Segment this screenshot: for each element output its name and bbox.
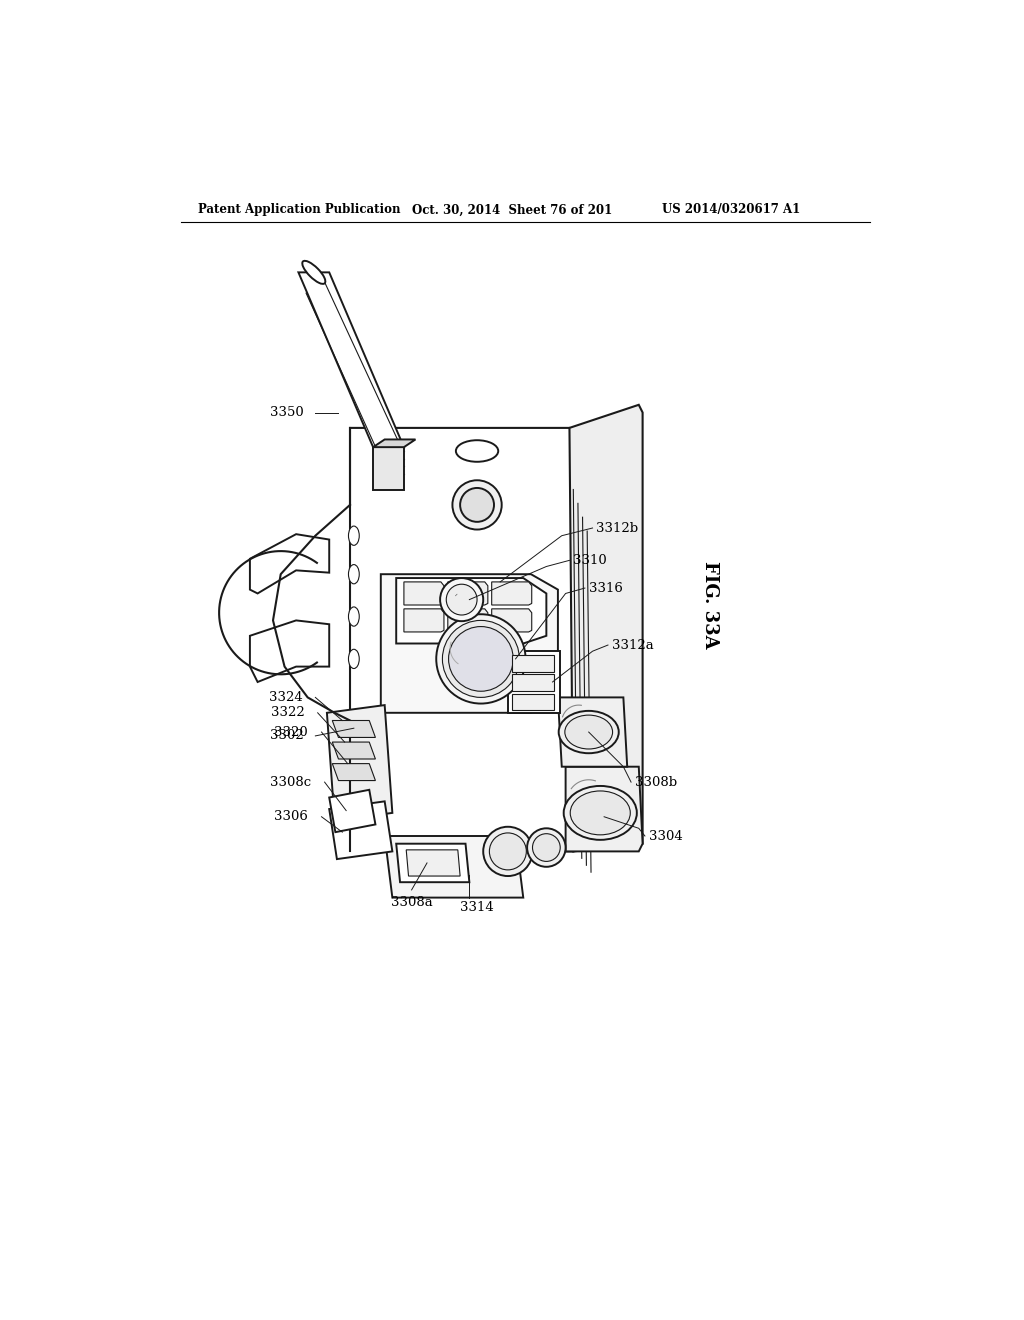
Circle shape <box>449 627 513 692</box>
Polygon shape <box>512 693 554 710</box>
Circle shape <box>446 585 477 615</box>
Polygon shape <box>385 836 523 898</box>
Ellipse shape <box>348 565 359 583</box>
Text: FIG. 33A: FIG. 33A <box>701 561 720 649</box>
Text: 3314: 3314 <box>460 902 494 915</box>
Polygon shape <box>403 609 444 632</box>
Circle shape <box>440 578 483 622</box>
Text: 3312b: 3312b <box>596 521 639 535</box>
Polygon shape <box>330 789 376 832</box>
Ellipse shape <box>565 715 612 748</box>
Text: Oct. 30, 2014  Sheet 76 of 201: Oct. 30, 2014 Sheet 76 of 201 <box>412 203 612 216</box>
Polygon shape <box>492 609 531 632</box>
Ellipse shape <box>348 607 359 626</box>
Polygon shape <box>492 582 531 605</box>
Circle shape <box>532 834 560 862</box>
Polygon shape <box>333 763 376 780</box>
Text: 3350: 3350 <box>270 407 304 418</box>
Polygon shape <box>403 582 444 605</box>
Polygon shape <box>512 655 554 672</box>
Ellipse shape <box>563 785 637 840</box>
Ellipse shape <box>456 441 499 462</box>
Circle shape <box>483 826 532 876</box>
Ellipse shape <box>302 261 326 284</box>
Ellipse shape <box>570 791 631 834</box>
Polygon shape <box>512 675 554 692</box>
Text: US 2014/0320617 A1: US 2014/0320617 A1 <box>662 203 800 216</box>
Polygon shape <box>333 721 376 738</box>
Polygon shape <box>298 272 403 447</box>
Polygon shape <box>330 801 392 859</box>
Circle shape <box>453 480 502 529</box>
Ellipse shape <box>348 527 359 545</box>
Polygon shape <box>250 620 330 682</box>
Polygon shape <box>447 582 487 605</box>
Polygon shape <box>373 440 416 447</box>
Text: 3308c: 3308c <box>270 776 311 788</box>
Polygon shape <box>250 535 330 594</box>
Polygon shape <box>565 767 643 851</box>
Text: 3308a: 3308a <box>391 896 432 909</box>
Circle shape <box>442 620 519 697</box>
Polygon shape <box>327 705 392 821</box>
Polygon shape <box>396 578 547 644</box>
Circle shape <box>436 614 525 704</box>
Text: 3324: 3324 <box>268 690 302 704</box>
Polygon shape <box>333 742 376 759</box>
Ellipse shape <box>559 711 618 754</box>
Text: 3312a: 3312a <box>611 639 653 652</box>
Text: 3306: 3306 <box>273 810 307 824</box>
Text: 3320: 3320 <box>273 726 307 739</box>
Polygon shape <box>558 697 628 767</box>
Text: 3304: 3304 <box>649 829 683 842</box>
Polygon shape <box>508 651 560 713</box>
Text: 3322: 3322 <box>270 706 304 719</box>
Polygon shape <box>373 447 403 490</box>
Ellipse shape <box>348 649 359 668</box>
Text: 3302: 3302 <box>270 730 304 742</box>
Circle shape <box>527 829 565 867</box>
Polygon shape <box>396 843 469 882</box>
Polygon shape <box>569 405 643 851</box>
Text: 3308b: 3308b <box>635 776 677 788</box>
Polygon shape <box>447 609 487 632</box>
Text: Patent Application Publication: Patent Application Publication <box>199 203 400 216</box>
Polygon shape <box>381 574 558 713</box>
Circle shape <box>460 488 494 521</box>
Polygon shape <box>407 850 460 876</box>
Circle shape <box>489 833 526 870</box>
Polygon shape <box>350 428 593 851</box>
Text: 3316: 3316 <box>589 582 623 594</box>
Text: 3310: 3310 <box>573 554 607 566</box>
